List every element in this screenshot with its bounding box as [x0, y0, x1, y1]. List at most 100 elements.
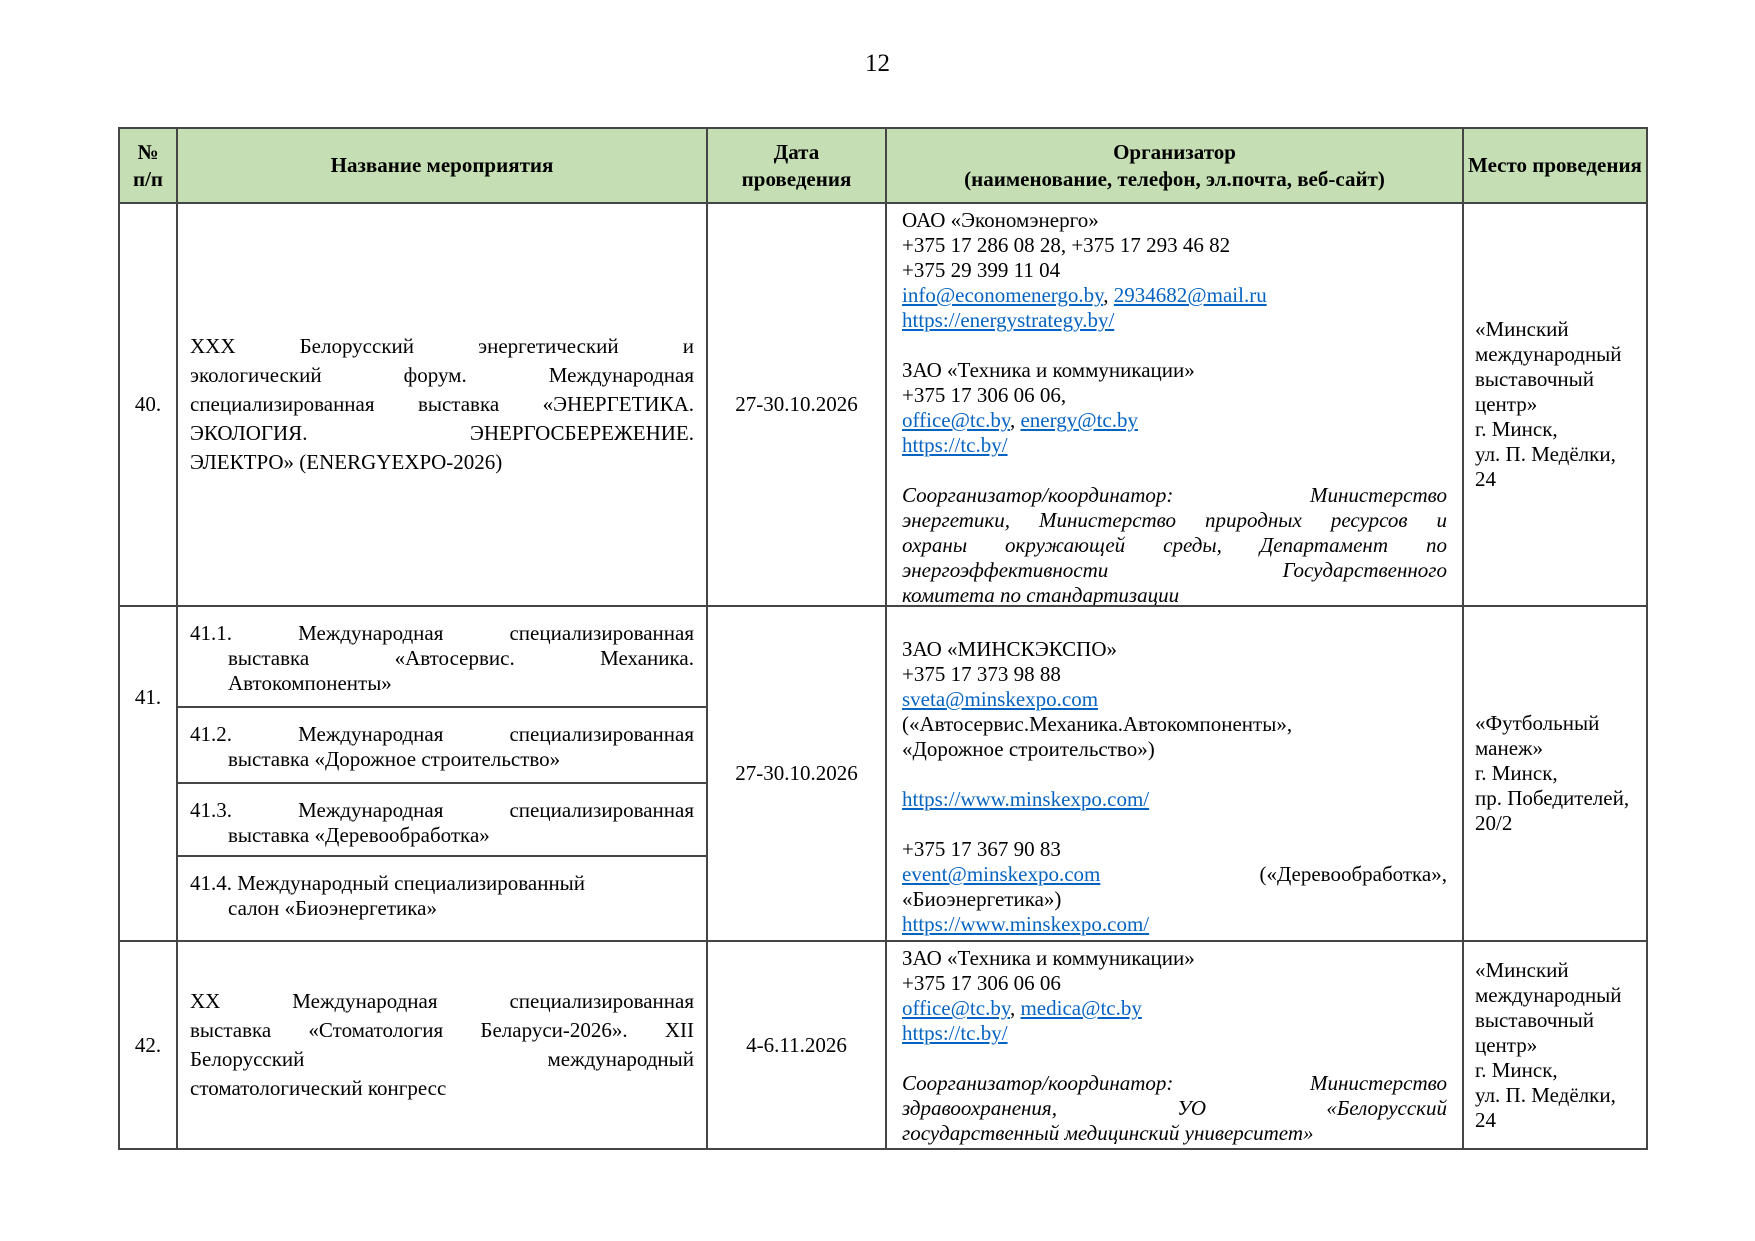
event-name-line: Белорусский международный: [190, 1047, 694, 1071]
row41-item2-cell: 41.2. Международная специализированная в…: [178, 708, 706, 784]
venue-line: выставочный центр»: [1475, 1007, 1594, 1057]
venue-line: ул. П. Медёлки, 24: [1475, 442, 1616, 491]
row42-place-cell: «Минский международный выставочный центр…: [1464, 942, 1648, 1150]
tc-by-site-link-2[interactable]: https://tc.by/: [902, 1021, 1008, 1045]
org-blank-line: [902, 762, 1447, 787]
organizer-emails-line: info@economenergo.by, 2934682@mail.ru: [902, 283, 1447, 308]
row41-organizer-cell: ЗАО «МИНСКЭКСПО» +375 17 373 98 88 sveta…: [887, 607, 1464, 942]
organizer-phones: +375 17 286 08 28, +375 17 293 46 82: [902, 233, 1231, 257]
coordinator-line: Соорганизатор/координатор: Министерство: [902, 1071, 1447, 1095]
row41-item4-cell: 41.4. Международный специализированный с…: [178, 857, 706, 940]
header-name-label: Название мероприятия: [330, 153, 554, 177]
row41-item3-cell: 41.3. Международная специализированная в…: [178, 784, 706, 857]
event-name-line: стоматологический конгресс: [190, 1076, 447, 1100]
event-name-line: специализированная выставка «ЭНЕРГЕТИКА.: [190, 392, 694, 416]
coordinator-line: энергоэффективности Государственного: [902, 558, 1447, 582]
row41-number-cell: 41.: [120, 607, 178, 942]
event-name-line: ХХ Международная специализированная: [190, 989, 694, 1013]
row41-number: 41.: [134, 685, 162, 709]
office-tc-email-link[interactable]: office@tc.by: [902, 408, 1010, 432]
row41-item1-cell: 41.1. Международная специализированная в…: [178, 607, 706, 708]
header-cell-organizer: Организатор (наименование, телефон, эл.п…: [887, 129, 1464, 204]
venue-line: г. Минск,: [1475, 1057, 1558, 1082]
organizer-emails-line: office@tc.by, energy@tc.by: [902, 408, 1447, 433]
row41-place-cell: «Футбольный манеж» г. Минск, пр. Победит…: [1464, 607, 1648, 942]
org-blank-line: [902, 812, 1447, 837]
event-name-line: экологический форум. Международная: [190, 363, 694, 387]
organizer-company: ЗАО «Техника и коммуникации»: [902, 946, 1195, 970]
energystrategy-site-link[interactable]: https://energystrategy.by/: [902, 308, 1115, 332]
row42-date: 4-6.11.2026: [746, 1032, 847, 1057]
organizer-company: ЗАО «Техника и коммуникации»: [902, 358, 1195, 382]
event-name-line: выставка «Стоматология Беларуси-2026». X…: [190, 1018, 694, 1042]
row40-name-cell: ХХХ Белорусский энергетический и экологи…: [178, 204, 708, 607]
row40-place-cell: «Минский международный выставочный центр…: [1464, 204, 1648, 607]
email-separator: ,: [1009, 408, 1021, 432]
organizer-company: ЗАО «МИНСКЭКСПО»: [902, 637, 1118, 661]
row42-name-cell: ХХ Международная специализированная выст…: [178, 942, 708, 1150]
venue-line: выставочный центр»: [1475, 367, 1594, 416]
coordinator-line: Соорганизатор/координатор: Министерство: [902, 483, 1447, 507]
event-name-line: 41.3. Международная специализированная: [190, 798, 694, 822]
event-name-line: ЭКОЛОГИЯ. ЭНЕРГОСБЕРЕЖЕНИЕ.: [190, 421, 694, 445]
venue-line: ул. П. Медёлки, 24: [1475, 1082, 1616, 1132]
events-schedule-table: № п/п Название мероприятия Дата проведен…: [118, 127, 1648, 1150]
minskexpo-site-link[interactable]: https://www.minskexpo.com/: [902, 787, 1150, 811]
header-date-line2: проведения: [741, 166, 852, 191]
organizer-note: «Дорожное строительство»): [902, 737, 1155, 761]
event-name-line: 41.2. Международная специализированная: [190, 722, 694, 746]
row41-name-cell: 41.1. Международная специализированная в…: [178, 607, 708, 942]
venue-line: г. Минск,: [1475, 761, 1558, 785]
header-cell-num: № п/п: [120, 129, 178, 204]
organizer-emails-line: office@tc.by, medica@tc.by: [902, 996, 1447, 1021]
office-tc-email-link-2[interactable]: office@tc.by: [902, 996, 1010, 1020]
mailru-email-link[interactable]: 2934682@mail.ru: [1113, 283, 1267, 307]
event-name-line: Автокомпоненты»: [228, 671, 392, 695]
header-cell-name: Название мероприятия: [178, 129, 708, 204]
organizer-note: («Автосервис.Механика.Автокомпоненты»,: [902, 712, 1293, 736]
energy-tc-email-link[interactable]: energy@tc.by: [1020, 408, 1138, 432]
organizer-phones: +375 17 373 98 88: [902, 662, 1061, 686]
header-organizer-line2: (наименование, телефон, эл.почта, веб-са…: [964, 166, 1385, 191]
email-separator: ,: [1103, 283, 1114, 307]
venue-line: международный: [1475, 342, 1622, 366]
header-organizer-line1: Организатор: [1113, 139, 1236, 164]
row40-date: 27-30.10.2026: [735, 392, 858, 416]
event-name-line: 41.4. Международный специализированный: [190, 871, 586, 895]
organizer-note: «Биоэнергетика»): [902, 887, 1062, 911]
venue-line: «Футбольный манеж»: [1475, 711, 1600, 760]
event-minskexpo-email-link[interactable]: event@minskexpo.com: [902, 862, 1101, 886]
row42-date-cell: 4-6.11.2026: [708, 942, 887, 1150]
row42-organizer-cell: ЗАО «Техника и коммуникации» +375 17 306…: [887, 942, 1464, 1150]
organizer-phones: +375 17 367 90 83: [902, 837, 1061, 861]
organizer-emails-line: event@minskexpo.com («Деревообработка»,: [902, 862, 1447, 887]
header-num-line1: №: [137, 139, 159, 164]
event-name-line: выставка «Автосервис. Механика.: [228, 646, 694, 670]
org-blank-line: [902, 458, 1447, 483]
email-separator: ,: [1009, 996, 1021, 1020]
venue-line: международный: [1475, 982, 1622, 1007]
minskexpo-site-link-2[interactable]: https://www.minskexpo.com/: [902, 912, 1150, 936]
coordinator-line: охраны окружающей среды, Департамент по: [902, 533, 1447, 557]
org-blank-line: [902, 612, 1447, 637]
row40-organizer-cell: ОАО «Экономэнерго» +375 17 286 08 28, +3…: [887, 204, 1464, 607]
sveta-minskexpo-email-link[interactable]: sveta@minskexpo.com: [902, 687, 1099, 711]
organizer-note: («Деревообработка»,: [1259, 862, 1447, 886]
coordinator-line: энергетики, Министерство природных ресур…: [902, 508, 1447, 532]
event-name-line: ЭЛЕКТРО» (ENERGYEXPO-2026): [190, 450, 503, 474]
tc-by-site-link[interactable]: https://tc.by/: [902, 433, 1008, 457]
medica-tc-email-link[interactable]: medica@tc.by: [1020, 996, 1142, 1020]
economenergo-email-link[interactable]: info@economenergo.by: [902, 283, 1104, 307]
event-name-line: выставка «Деревообработка»: [228, 823, 490, 847]
event-name-line: ХХХ Белорусский энергетический и: [190, 334, 694, 358]
row40-date-cell: 27-30.10.2026: [708, 204, 887, 607]
event-name-line: салон «Биоэнергетика»: [228, 896, 437, 920]
venue-line: г. Минск,: [1475, 417, 1558, 441]
venue-line: пр. Победителей, 20/2: [1475, 786, 1630, 835]
row40-number: 40.: [134, 392, 162, 416]
page-number: 12: [865, 50, 890, 77]
header-date-line1: Дата: [773, 139, 820, 164]
header-num-line2: п/п: [132, 166, 164, 191]
venue-line: «Минский: [1475, 317, 1569, 341]
header-cell-place: Место проведения: [1464, 129, 1648, 204]
